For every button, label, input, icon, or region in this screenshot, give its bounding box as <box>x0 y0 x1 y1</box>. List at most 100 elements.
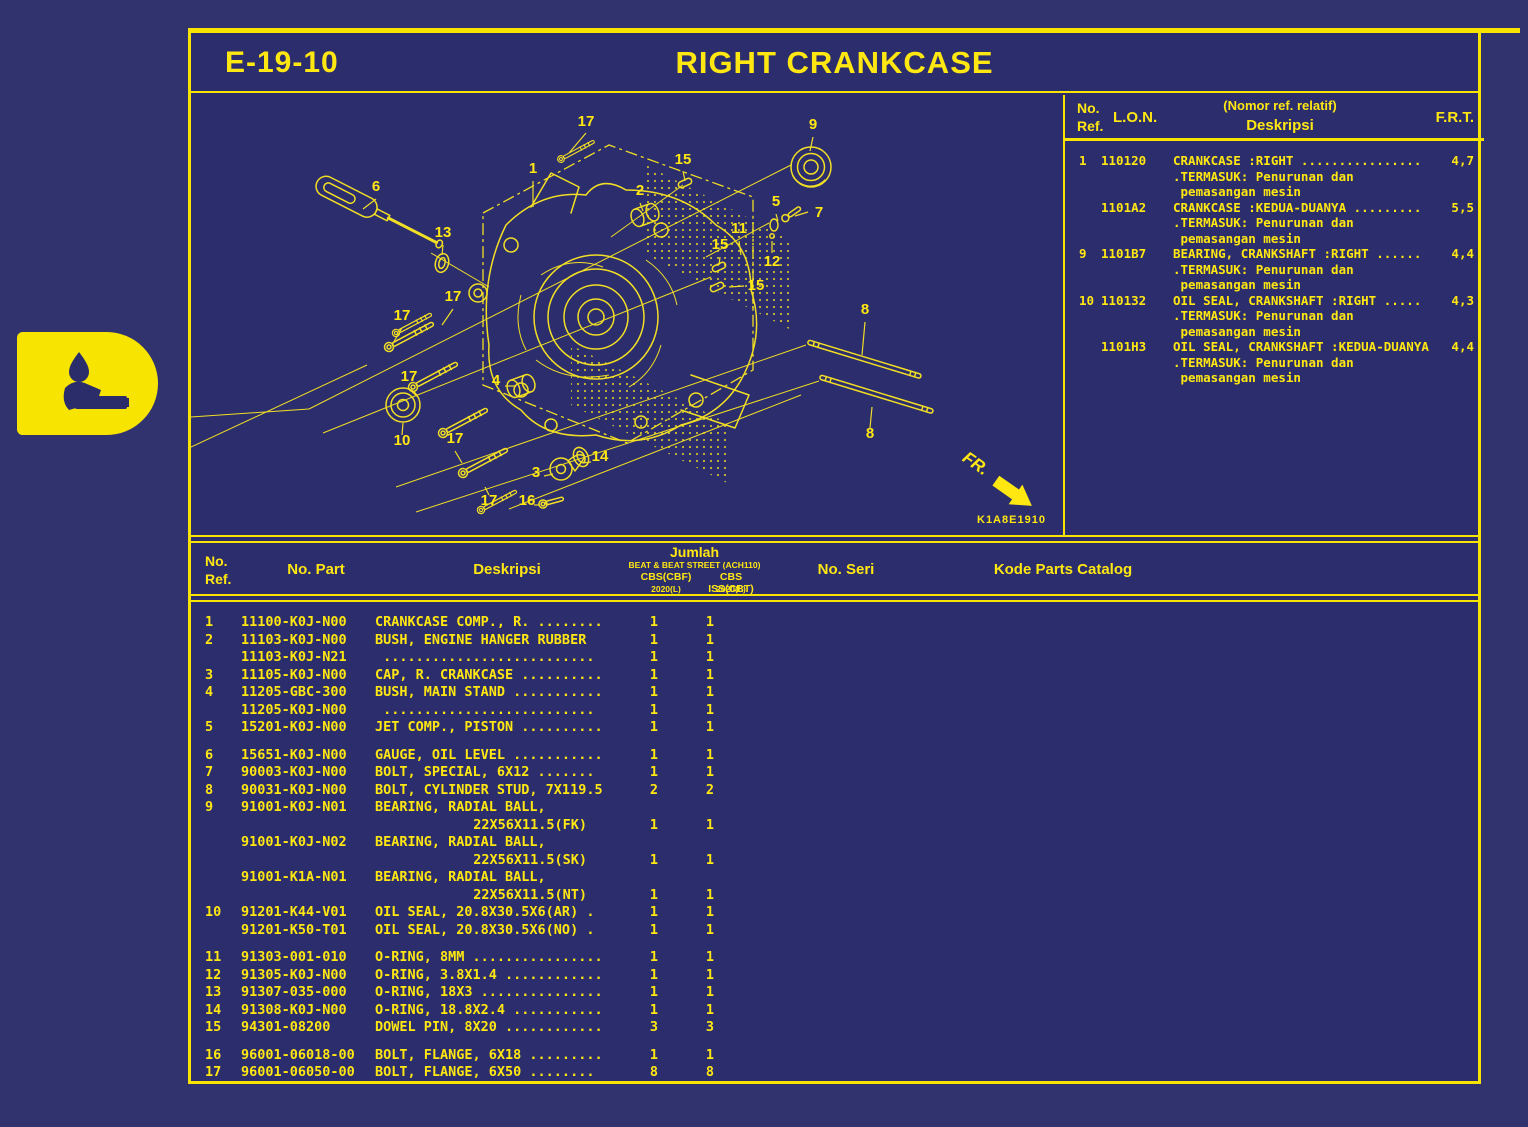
frt-row[interactable]: 1 110120 CRANKCASE :RIGHT ................… <box>1065 153 1484 169</box>
cell: pemasangan mesin <box>1173 184 1301 199</box>
col-part: No. Part <box>287 561 345 578</box>
parts-table-row[interactable]: 6 15651-K0J-N00 GAUGE, OIL LEVEL .........… <box>191 747 1478 765</box>
cell <box>1436 277 1484 293</box>
sidebar-tab-oil[interactable] <box>17 332 158 435</box>
part-ref-label[interactable]: 3 <box>532 464 540 481</box>
page-title: RIGHT CRANKCASE <box>675 45 994 80</box>
part-ref-label[interactable]: 12 <box>764 253 781 270</box>
row-gap <box>191 737 1478 747</box>
cell <box>1101 262 1173 278</box>
parts-table-row[interactable]: 22X56X11.5(FK) 1 1 <box>191 817 1478 835</box>
part-ref-label[interactable]: 17 <box>394 307 411 324</box>
parts-table-row[interactable]: 91201-K50-T01 OIL SEAL, 20.8X30.5X6(NO) .… <box>191 922 1478 940</box>
parts-table-row[interactable]: 22X56X11.5(NT) 1 1 <box>191 887 1478 905</box>
cell: .TERMASUK: Penurunan dan <box>1173 215 1354 230</box>
parts-table-row[interactable]: 9 91001-K0J-N01 BEARING, RADIAL BALL, <box>191 799 1478 817</box>
cell <box>1101 308 1173 324</box>
part-ref-label[interactable]: 16 <box>519 492 536 509</box>
cell: 22X56X11.5(FK) <box>473 816 587 833</box>
cell <box>1065 215 1101 231</box>
part-ref-label[interactable]: 9 <box>809 116 817 133</box>
parts-table-row[interactable]: 5 15201-K0J-N00 JET COMP., PISTON ........… <box>191 719 1478 737</box>
part-ref-label[interactable]: 5 <box>772 193 780 210</box>
cell <box>1101 355 1173 371</box>
frt-row[interactable]: pemasangan mesin <box>1065 184 1484 200</box>
label-leader-line <box>568 132 587 154</box>
frt-row[interactable]: .TERMASUK: Penurunan dan <box>1065 308 1484 324</box>
part-ref-label[interactable]: 8 <box>861 301 869 318</box>
parts-table-row[interactable]: 10 91201-K44-V01 OIL SEAL, 20.8X30.5X6(AR)… <box>191 904 1478 922</box>
part-ref-label[interactable]: 17 <box>445 288 462 305</box>
label-leader-line <box>454 450 463 464</box>
part-ref-label[interactable]: 17 <box>481 492 498 509</box>
part-ref-label[interactable]: 8 <box>866 425 874 442</box>
frt-row[interactable]: 1101A2 CRANKCASE :KEDUA-DUANYA ......... 5… <box>1065 200 1484 216</box>
parts-table-row[interactable]: 11103-K0J-N21 ..........................… <box>191 649 1478 667</box>
cell: pemasangan mesin <box>1173 370 1301 385</box>
parts-table-row[interactable]: 14 91308-K0J-N00 O-RING, 18.8X2.4 ........… <box>191 1002 1478 1020</box>
frt-row[interactable]: pemasangan mesin <box>1065 370 1484 386</box>
part-ref-label[interactable]: 13 <box>435 224 452 241</box>
label-leader-line <box>869 406 873 429</box>
parts-table-row[interactable]: 11205-K0J-N00 ..........................… <box>191 702 1478 720</box>
frt-row[interactable]: pemasangan mesin <box>1065 324 1484 340</box>
parts-table-row[interactable]: 4 11205-GBC-300 BUSH, MAIN STAND .........… <box>191 684 1478 702</box>
cell: BOLT, CYLINDER STUD, 7X119.5 <box>375 781 603 798</box>
frt-row[interactable]: .TERMASUK: Penurunan dan <box>1065 355 1484 371</box>
parts-table-row[interactable]: 91001-K1A-N01 BEARING, RADIAL BALL, <box>191 869 1478 887</box>
part-ref-label[interactable]: 2 <box>636 182 644 199</box>
parts-table-row[interactable]: 12 91305-K0J-N00 O-RING, 3.8X1.4 .........… <box>191 967 1478 985</box>
parts-table-row[interactable]: 2 11103-K0J-N00 BUSH, ENGINE HANGER RUBBER… <box>191 632 1478 650</box>
parts-table-row[interactable]: 13 91307-035-000 O-RING, 18X3 ............… <box>191 984 1478 1002</box>
part-ref-label[interactable]: 1 <box>529 160 537 177</box>
halftone-shading <box>571 345 731 485</box>
frt-row[interactable]: .TERMASUK: Penurunan dan <box>1065 262 1484 278</box>
parts-table-row[interactable]: 17 96001-06050-00 BOLT, FLANGE, 6X50 .....… <box>191 1064 1478 1082</box>
part-ref-label[interactable]: 4 <box>492 372 501 389</box>
label-leader-line <box>861 321 866 356</box>
parts-table-row[interactable]: 22X56X11.5(SK) 1 1 <box>191 852 1478 870</box>
parts-table-row[interactable]: 16 96001-06018-00 BOLT, FLANGE, 6X18 .....… <box>191 1047 1478 1065</box>
part-ref-label[interactable]: 6 <box>372 178 380 195</box>
frt-row[interactable]: .TERMASUK: Penurunan dan <box>1065 215 1484 231</box>
part-ref-label[interactable]: 11 <box>731 220 747 237</box>
label-leader-line <box>543 473 554 477</box>
cell: 8 <box>649 1064 659 1080</box>
cell: .TERMASUK: Penurunan dan <box>1173 354 1354 370</box>
frt-row[interactable]: 1101H3 OIL SEAL, CRANKSHAFT :KEDUA-DUANYA… <box>1065 339 1484 355</box>
frt-row[interactable]: pemasangan mesin <box>1065 231 1484 247</box>
cell: CRANKCASE :RIGHT ................ <box>1173 153 1422 168</box>
part-ref-label[interactable]: 15 <box>712 236 729 253</box>
part-ref-label[interactable]: 15 <box>675 151 692 168</box>
parts-table-row[interactable]: 15 94301-08200 DOWEL PIN, 8X20 ...........… <box>191 1019 1478 1037</box>
part-ref-label[interactable]: 17 <box>447 430 464 447</box>
cell <box>1101 324 1173 340</box>
frt-row[interactable]: pemasangan mesin <box>1065 277 1484 293</box>
part-ref-label[interactable]: 17 <box>401 368 418 385</box>
cell: 1 <box>705 1001 715 1018</box>
cell: 1 <box>649 851 659 868</box>
frt-row[interactable]: 10 110132 OIL SEAL, CRANKSHAFT :RIGHT ....… <box>1065 293 1484 309</box>
part-ref-label[interactable]: 10 <box>394 432 411 449</box>
cell: BOLT, FLANGE, 6X18 ......... <box>375 1046 603 1063</box>
part-ref-label[interactable]: 7 <box>815 204 823 221</box>
parts-table-row[interactable]: 1 11100-K0J-N00 CRANKCASE COMP., R. ......… <box>191 614 1478 632</box>
frt-row[interactable]: 9 1101B7 BEARING, CRANKSHAFT :RIGHT ......… <box>1065 246 1484 262</box>
cell: 1 <box>705 921 715 938</box>
parts-table-row[interactable]: 7 90003-K0J-N00 BOLT, SPECIAL, 6X12 ......… <box>191 764 1478 782</box>
label-leader-line <box>775 213 779 222</box>
parts-table-row[interactable]: 91001-K0J-N02 BEARING, RADIAL BALL, <box>191 834 1478 852</box>
parts-table-row[interactable]: 8 90031-K0J-N00 BOLT, CYLINDER STUD, 7X119… <box>191 782 1478 800</box>
cell <box>1065 262 1101 278</box>
frt-row[interactable]: .TERMASUK: Penurunan dan <box>1065 169 1484 185</box>
cell: 1 <box>705 1046 715 1063</box>
cell: 91001-K0J-N01 <box>241 799 347 815</box>
cell: 1101A2 <box>1101 199 1147 215</box>
parts-table-row[interactable]: 3 11105-K0J-N00 CAP, R. CRANKCASE ........… <box>191 667 1478 685</box>
oil-level-gauge <box>315 175 444 249</box>
part-ref-label[interactable]: 15 <box>748 277 765 294</box>
part-ref-label[interactable]: 14 <box>592 448 609 465</box>
cell: 4,4 <box>1451 339 1474 354</box>
part-ref-label[interactable]: 17 <box>578 113 595 130</box>
parts-table-row[interactable]: 11 91303-001-010 O-RING, 8MM .............… <box>191 949 1478 967</box>
